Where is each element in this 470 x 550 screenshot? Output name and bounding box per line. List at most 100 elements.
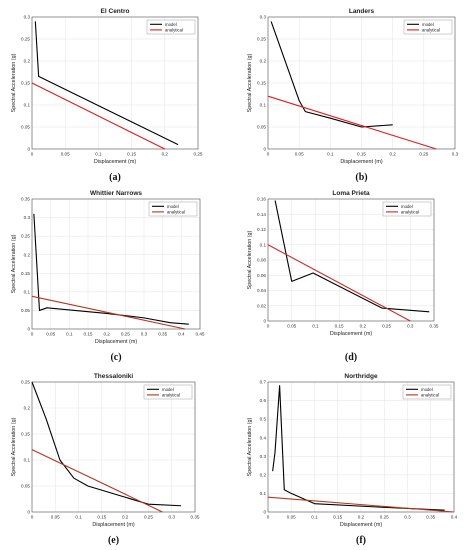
y-tick-label: 0.1	[24, 289, 31, 294]
legend-box	[403, 19, 453, 35]
x-tick-label: 0.1	[312, 324, 319, 329]
series-line-model	[34, 21, 179, 146]
y-tick-label: 0	[27, 327, 30, 332]
y-tick-label: 0.3	[260, 15, 267, 20]
x-tick-label: 0.2	[103, 332, 110, 337]
y-tick-label: 0.05	[21, 125, 30, 130]
series-line-analytical	[31, 82, 166, 150]
y-tick-label: 0.15	[21, 432, 30, 437]
x-tick-label: 0.1	[75, 515, 82, 520]
legend-label-model: model	[401, 204, 413, 209]
y-axis-label: Spectral Acceleration (g)	[11, 234, 17, 293]
chart-panel-3: 0 0.05 0.1 0.15 0.2 0.25 0.3 0.35 0 0.02 0.04 0.06 0…	[247, 190, 439, 363]
x-tick-label: 0.2	[358, 515, 365, 520]
y-tick-label: 0.6	[260, 398, 267, 403]
y-tick-label: 0.05	[21, 484, 30, 489]
chart-panel-5: 0 0.05 0.1 0.15 0.2 0.25 0.3 0.35 0.4 0 0.1 0.2 0.3 0…	[247, 373, 458, 546]
y-tick-label: 0.06	[257, 273, 266, 278]
legend-box	[146, 19, 196, 35]
panel-caption: (e)	[108, 535, 119, 546]
x-tick-label: 0.35	[426, 515, 435, 520]
y-tick-label: 0.3	[260, 454, 267, 459]
legend-label-model: model	[421, 387, 433, 392]
x-tick-label: 0.4	[178, 332, 185, 337]
y-tick-label: 0.1	[24, 103, 31, 108]
chart-panel-1: 0 0.05 0.1 0.15 0.2 0.25 0.3 0 0.05 0.1 0.15 0.2 0.2…	[247, 8, 459, 183]
series-line-analytical	[31, 449, 163, 513]
y-tick-label: 0.3	[24, 215, 31, 220]
chart-panel-2: 0 0.05 0.1 0.15 0.2 0.25 0.3 0.35 0.4 0.45 0 0.05 0.…	[11, 190, 205, 363]
chart-title: Northridge	[344, 373, 378, 380]
x-tick-label: 0.15	[97, 515, 106, 520]
x-tick-label: 0	[267, 515, 270, 520]
x-tick-label: 0	[267, 324, 270, 329]
x-tick-label: 0	[267, 152, 270, 157]
panel-caption: (b)	[355, 172, 367, 183]
x-tick-label: 0.25	[194, 152, 203, 157]
x-tick-label: 0.1	[327, 152, 334, 157]
y-axis-label: Spectral Acceleration (g)	[247, 417, 253, 476]
x-axis-label: Displacement (m)	[92, 522, 134, 528]
series-line-analytical	[267, 244, 411, 322]
y-axis-label: Spectral Acceleration (g)	[247, 53, 253, 112]
y-tick-label: 0	[263, 319, 266, 324]
x-tick-label: 0.05	[287, 515, 296, 520]
x-tick-label: 0	[31, 515, 34, 520]
y-axis-label: Spectral Acceleration (g)	[11, 417, 17, 476]
panel-caption: (a)	[109, 172, 121, 183]
legend-label-analytical: analytical	[165, 27, 183, 32]
x-tick-label: 0.15	[357, 152, 366, 157]
x-tick-label: 0	[31, 152, 34, 157]
y-tick-label: 0.15	[21, 271, 30, 276]
chart-title: El Centro	[101, 8, 130, 15]
y-tick-label: 0.4	[260, 435, 267, 440]
y-tick-label: 0.2	[24, 406, 31, 411]
legend-label-analytical: analytical	[401, 209, 419, 214]
legend-label-analytical: analytical	[167, 209, 185, 214]
x-tick-label: 0.05	[295, 152, 304, 157]
y-tick-label: 0.1	[260, 103, 267, 108]
x-tick-label: 0.15	[333, 515, 342, 520]
legend-label-model: model	[165, 22, 177, 27]
y-tick-label: 0.15	[257, 81, 266, 86]
series-line-model	[33, 213, 189, 325]
y-tick-label: 0.05	[21, 308, 30, 313]
legend-label-model: model	[167, 204, 179, 209]
axes-frame	[267, 16, 456, 150]
x-tick-label: 0.15	[335, 324, 344, 329]
chart-panel-4: 0 0.05 0.1 0.15 0.2 0.25 0.3 0.35 0 0.05 0.1 0.15 0.…	[11, 373, 200, 546]
x-tick-label: 0.1	[66, 332, 73, 337]
x-tick-label: 0.1	[95, 152, 102, 157]
legend-label-model: model	[162, 387, 174, 392]
y-tick-label: 0.5	[260, 417, 267, 422]
y-tick-label: 0.3	[24, 15, 31, 20]
y-axis-label: Spectral Acceleration (g)	[247, 230, 253, 289]
x-tick-label: 0.25	[144, 515, 153, 520]
y-tick-label: 0.25	[257, 37, 266, 42]
y-tick-label: 0.2	[260, 472, 267, 477]
x-tick-label: 0.35	[430, 324, 439, 329]
y-tick-label: 0.35	[21, 197, 30, 202]
x-axis-label: Displacement (m)	[95, 339, 137, 345]
panel-caption: (f)	[356, 535, 366, 546]
x-tick-label: 0.4	[451, 515, 458, 520]
y-tick-label: 0.1	[260, 491, 267, 496]
y-tick-label: 0.2	[260, 59, 267, 64]
plot-area	[32, 199, 200, 329]
x-tick-label: 0.35	[191, 515, 200, 520]
x-axis-label: Displacement (m)	[340, 522, 382, 528]
series-line-analytical	[31, 295, 186, 330]
x-tick-label: 0.3	[452, 152, 459, 157]
x-tick-label: 0.45	[196, 332, 205, 337]
x-tick-label: 0.05	[61, 152, 70, 157]
chart-title: Loma Prieta	[332, 190, 370, 197]
y-tick-label: 0	[27, 147, 30, 152]
y-tick-label: 0.12	[257, 227, 266, 232]
y-tick-label: 0.15	[21, 81, 30, 86]
x-tick-label: 0.3	[141, 332, 148, 337]
y-tick-label: 0.04	[257, 288, 266, 293]
